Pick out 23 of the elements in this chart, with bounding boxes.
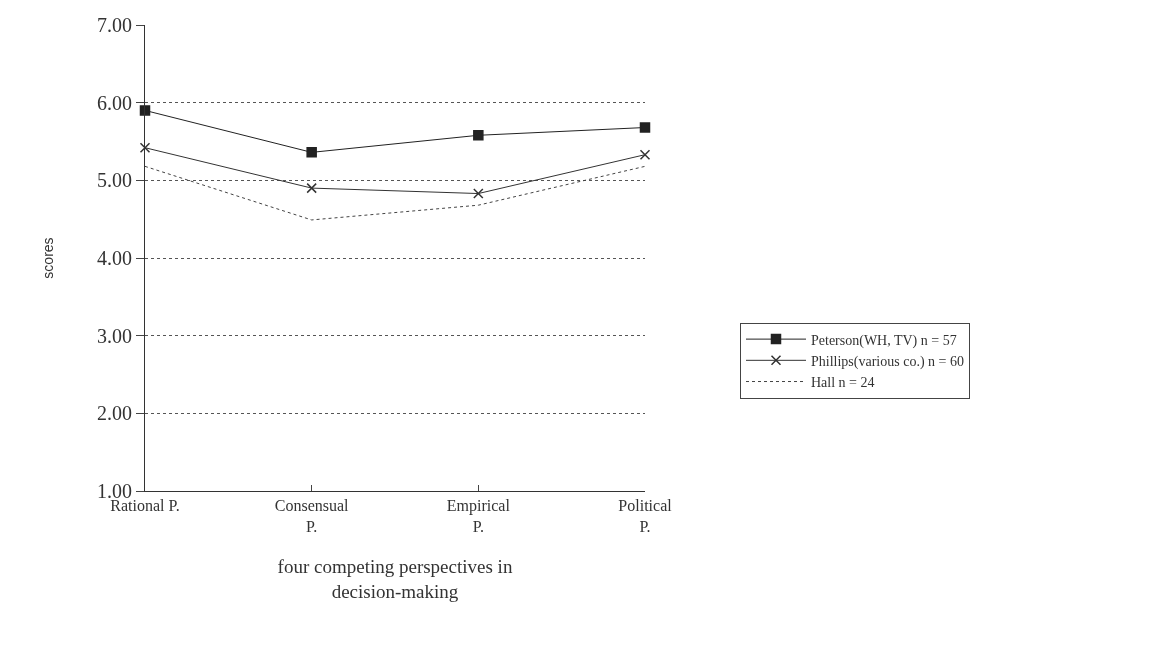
y-tick-label: 3.00 bbox=[97, 324, 132, 347]
legend-label: Hall n = 24 bbox=[811, 374, 875, 390]
y-tick-label: 6.00 bbox=[97, 91, 132, 114]
x-tick-label: Empirical P. bbox=[446, 497, 511, 535]
y-tick-label: 2.00 bbox=[97, 402, 132, 425]
y-axis-title: scores bbox=[39, 237, 56, 279]
point bbox=[639, 149, 651, 160]
x-tick-label: Rational P. bbox=[110, 497, 180, 515]
point bbox=[139, 142, 151, 153]
legend-label: Peterson(WH, TV) n = 57 bbox=[811, 332, 957, 349]
x-tick-label: Consensual P. bbox=[274, 497, 350, 535]
legend-label: Phillips(various co.) n = 60 bbox=[811, 353, 964, 370]
point bbox=[306, 147, 317, 158]
point bbox=[639, 122, 651, 133]
point bbox=[306, 182, 317, 194]
point bbox=[139, 105, 151, 116]
point bbox=[473, 130, 484, 141]
y-tick-label: 5.00 bbox=[97, 169, 132, 192]
x-axis-title: four competing perspectives in decision-making bbox=[277, 555, 513, 602]
x-tick-label: Political P. bbox=[618, 497, 673, 535]
y-tick-label: 4.00 bbox=[97, 247, 132, 269]
y-tick-label: 7.00 bbox=[97, 14, 132, 36]
point bbox=[473, 188, 484, 199]
